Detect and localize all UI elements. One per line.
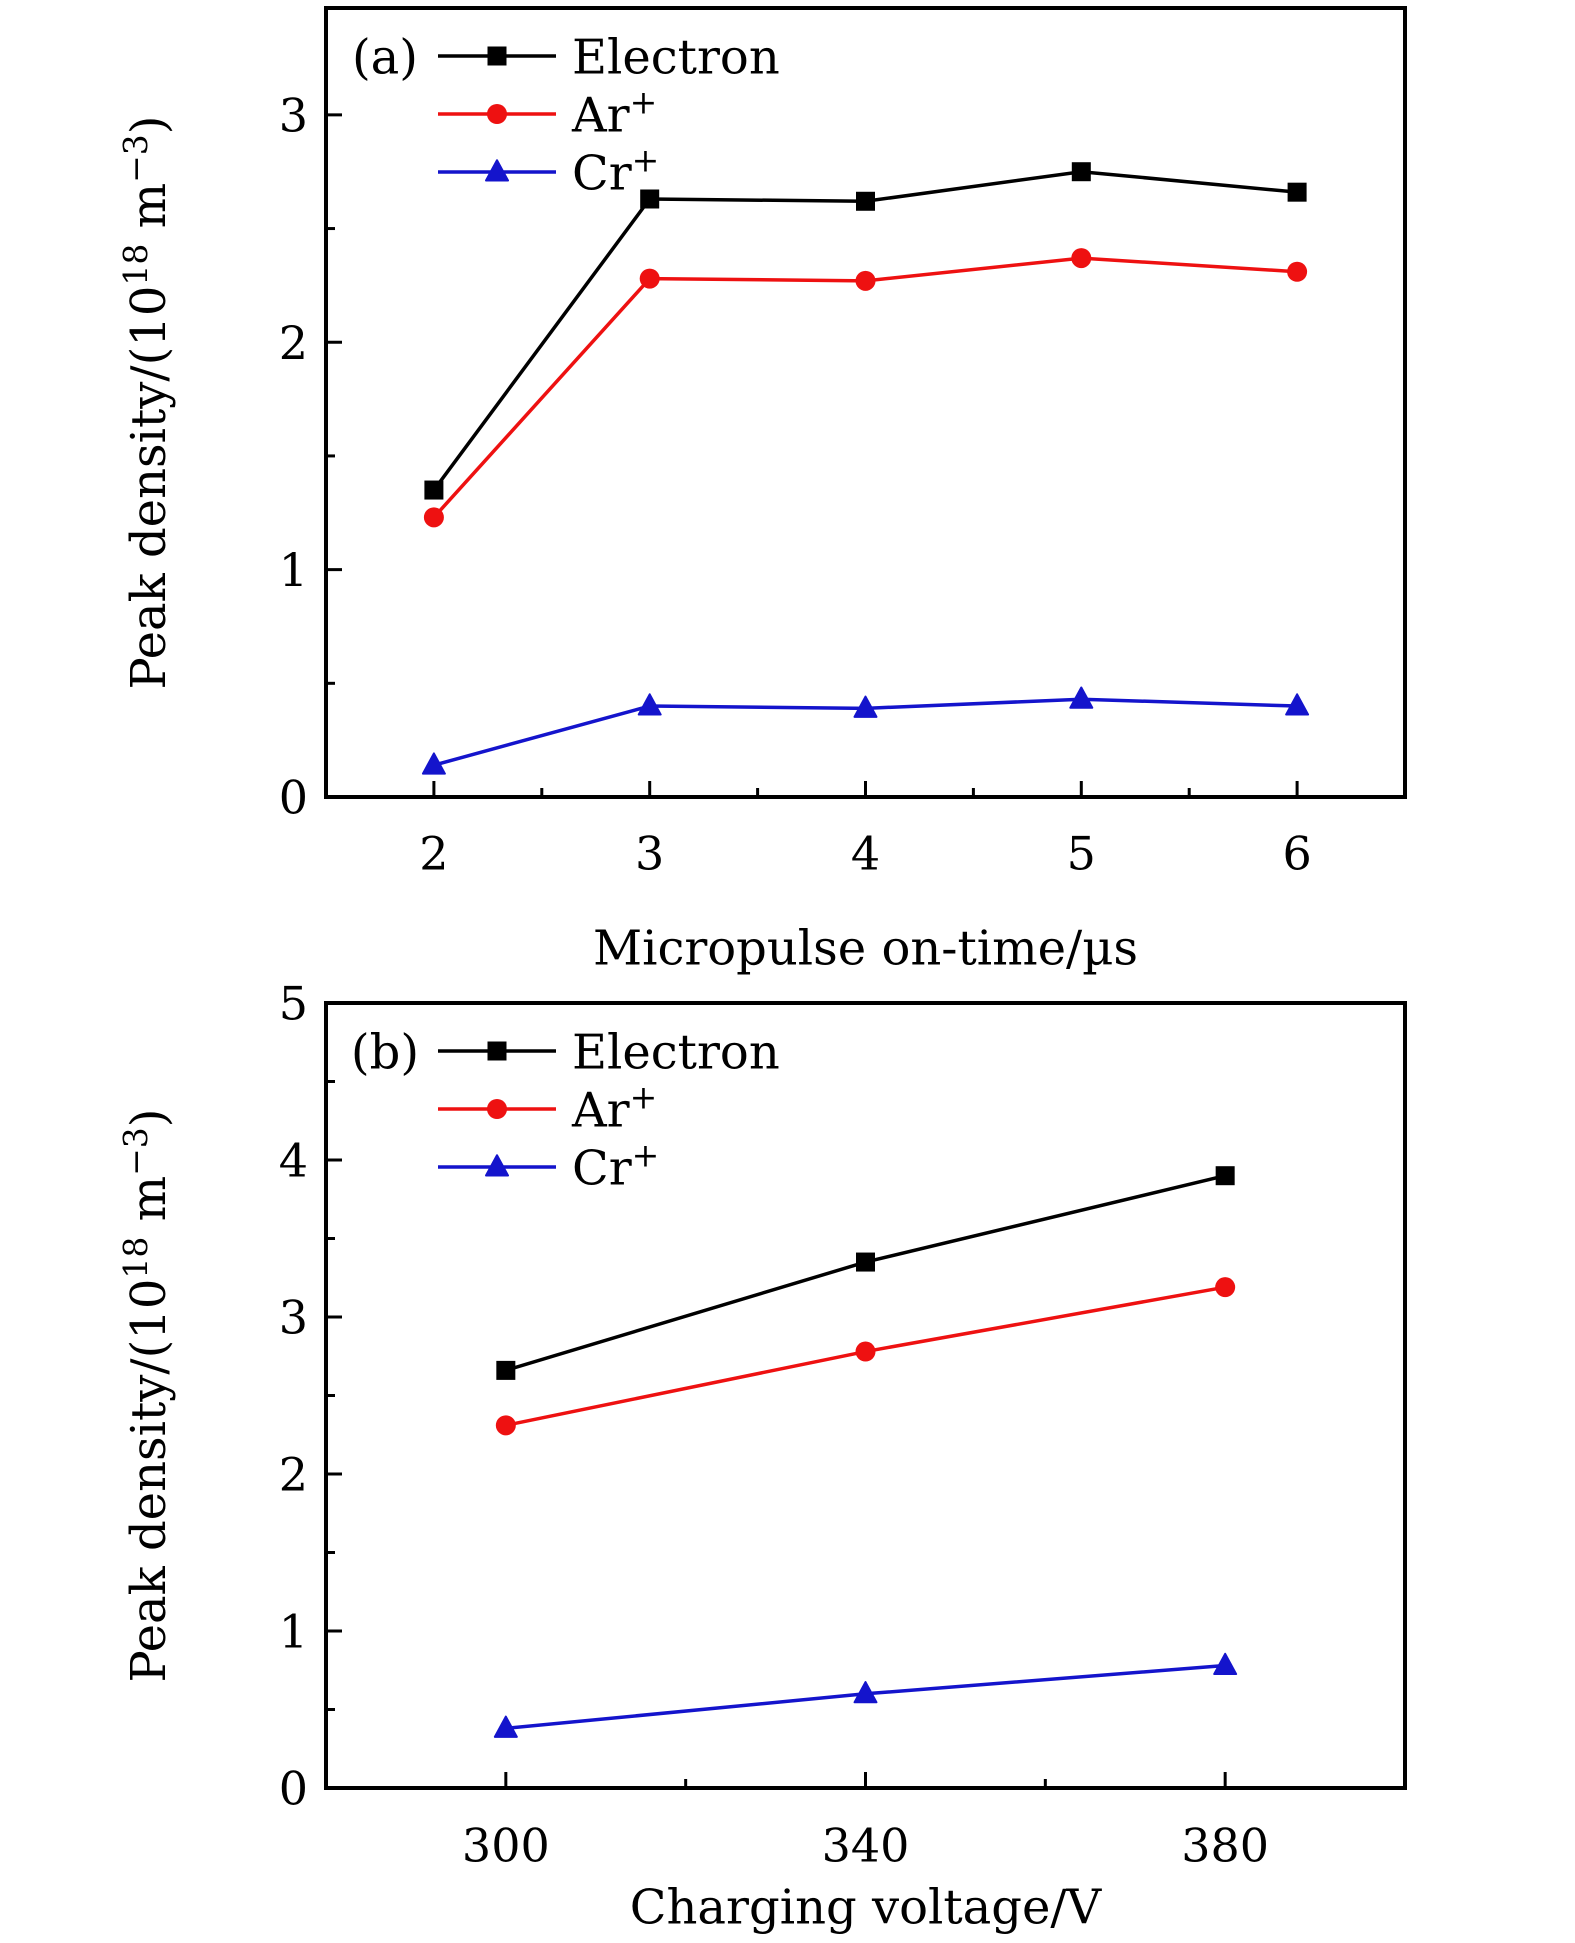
- cr-marker: [853, 1681, 878, 1704]
- legend-marker-circle: [487, 104, 507, 124]
- y-tick-label: 2: [279, 316, 308, 370]
- electron-marker: [856, 191, 875, 211]
- electron-marker: [424, 480, 444, 500]
- y-tick-label: 2: [279, 1448, 308, 1502]
- x-tick-label: 380: [1181, 1819, 1269, 1873]
- cr-marker: [1213, 1652, 1238, 1676]
- series-electron-a: [424, 162, 1307, 500]
- ticks-a: [326, 113, 1299, 799]
- y-tick-label: 4: [279, 1134, 308, 1188]
- legend-item-cr: Cr+: [438, 1135, 659, 1196]
- legend-marker-square: [487, 1041, 507, 1061]
- panel-tag: (b): [351, 1024, 419, 1080]
- ar-marker: [1071, 248, 1092, 269]
- y-tick-label: 0: [279, 1762, 308, 1816]
- ar-marker: [423, 507, 444, 528]
- y-tick-label: 1: [279, 543, 308, 597]
- ar-marker: [1287, 261, 1308, 282]
- y-tick-label: 5: [279, 977, 308, 1031]
- legend-item-cr: Cr+: [438, 140, 659, 201]
- ar-marker: [855, 1341, 876, 1362]
- ar-marker: [639, 268, 660, 289]
- legend-item-ar: Ar+: [438, 82, 657, 143]
- x-axis-title: Micropulse on-time/µs: [593, 920, 1138, 976]
- series-electron-b: [496, 1166, 1235, 1380]
- cr-marker: [853, 695, 878, 718]
- electron-marker: [856, 1252, 875, 1272]
- x-tick-label: 300: [462, 1819, 550, 1873]
- y-axis-title: Peak density/(1018 m−3): [116, 1108, 177, 1682]
- cr-marker: [421, 752, 446, 775]
- y-tick-label: 3: [279, 88, 308, 142]
- y-tick-label: 0: [279, 771, 308, 825]
- y-tick-label: 1: [279, 1605, 308, 1659]
- x-tick-label: 5: [1067, 827, 1096, 881]
- legend-label: Ar+: [571, 1077, 657, 1138]
- legend-item-electron: Electron: [438, 1024, 780, 1080]
- legend-item-ar: Ar+: [438, 1077, 657, 1138]
- electron-marker: [1287, 182, 1307, 202]
- series-ar-a: [423, 248, 1308, 528]
- series-ar-b: [495, 1277, 1236, 1436]
- ar-line: [432, 256, 1298, 519]
- panel-a: 2 3 4 5 6 0 1 2 3 Micropulse on-time/µs Peak densi…: [116, 6, 1407, 976]
- ar-marker: [1215, 1277, 1236, 1298]
- legend-item-electron: Electron: [438, 29, 780, 85]
- legend-marker-triangle: [485, 159, 509, 182]
- ar-marker: [855, 270, 876, 291]
- electron-marker: [1215, 1166, 1235, 1186]
- plot-border: [324, 6, 1407, 799]
- ar-marker: [495, 1415, 516, 1436]
- x-tick-label: 340: [822, 1819, 910, 1873]
- x-tick-label: 6: [1282, 827, 1311, 881]
- electron-line: [432, 169, 1298, 492]
- electron-marker: [640, 189, 660, 209]
- series-cr-b: [493, 1652, 1238, 1738]
- x-tick-label: 2: [419, 827, 448, 881]
- panel-b: 300 340 380 0 1 2 3 4 5 Charging voltage/V Peak de…: [116, 977, 1407, 1935]
- y-axis-title: Peak density/(1018 m−3): [116, 115, 177, 689]
- electron-line: [505, 1173, 1226, 1373]
- legend-label: Electron: [572, 29, 780, 85]
- panel-tag: (a): [352, 29, 418, 85]
- legend-marker-square: [487, 46, 507, 66]
- electron-marker: [1071, 162, 1091, 182]
- cr-marker: [493, 1715, 518, 1738]
- cr-marker: [1285, 693, 1310, 716]
- cr-marker: [637, 693, 662, 716]
- cr-marker: [1069, 686, 1094, 709]
- legend-label: Cr+: [572, 1135, 659, 1196]
- legend-label: Cr+: [572, 140, 659, 201]
- series-cr-a: [421, 686, 1310, 775]
- ticks-b: [326, 1001, 1227, 1790]
- y-tick-label: 3: [279, 1291, 308, 1345]
- x-tick-label: 4: [851, 827, 880, 881]
- x-tick-label: 3: [635, 827, 664, 881]
- legend-marker-circle: [487, 1099, 507, 1119]
- plot-border: [324, 1001, 1407, 1790]
- legend-marker-triangle: [485, 1154, 509, 1177]
- x-axis-title: Charging voltage/V: [630, 1879, 1103, 1935]
- electron-marker: [496, 1360, 516, 1380]
- legend-label: Electron: [572, 1024, 780, 1080]
- legend-label: Ar+: [571, 82, 657, 143]
